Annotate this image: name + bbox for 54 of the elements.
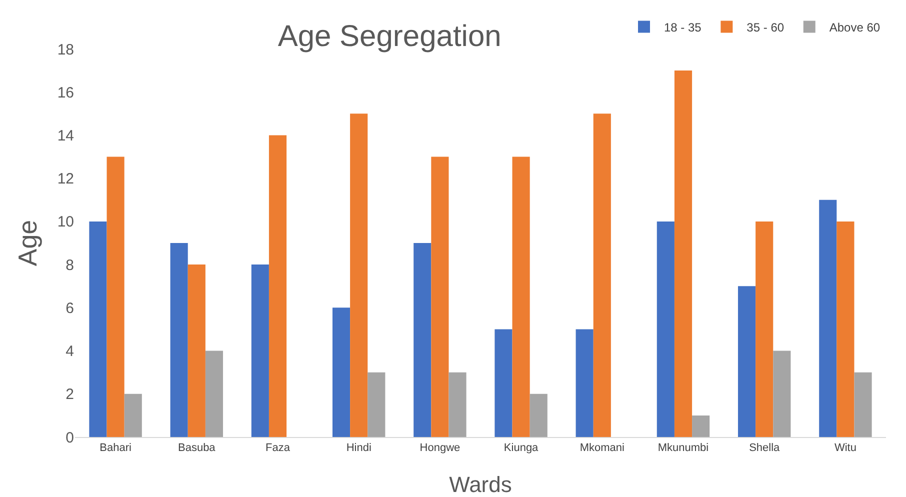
bar [332,308,350,437]
legend-label: 35 - 60 [746,20,784,34]
bar [593,114,611,437]
legend-label: 18 - 35 [664,20,702,34]
bar [448,372,466,437]
bar [819,200,837,437]
chart-title: Age Segregation [278,20,502,53]
bar [188,264,206,437]
bar [512,156,530,437]
x-tick-label: Faza [266,442,291,454]
x-tick-label: Hindi [346,442,372,454]
x-tick-label: Witu [834,442,856,454]
bar [170,243,188,437]
x-tick-label: Shella [749,442,781,454]
bar [431,156,449,437]
bar [414,243,432,437]
bar [836,221,854,437]
y-tick-label: 0 [66,429,74,446]
bar [656,221,674,437]
bar [205,350,224,437]
x-tick-label: Hongwe [420,442,460,454]
y-tick-label: 6 [66,300,74,317]
bar [692,415,710,437]
x-tick-label: Mkunumbi [658,442,709,454]
y-tick-label: 10 [57,214,74,231]
bar [530,394,548,437]
bar [773,350,791,437]
x-tick-label: Bahari [100,442,132,454]
y-tick-label: 14 [57,127,74,144]
bar [368,372,386,437]
x-tick-label: Kiunga [504,442,540,454]
bar [674,70,692,437]
y-tick-label: 16 [57,84,74,102]
x-tick-label: Mkomani [580,442,624,454]
y-tick-label: 2 [66,386,74,404]
y-tick-label: 4 [66,343,74,360]
x-tick-label: Basuba [178,442,216,454]
bar [106,156,124,437]
bar [89,221,107,437]
y-axis-title: Age [12,220,43,266]
bar [756,221,774,437]
y-tick-label: 18 [57,41,74,58]
bar [738,286,756,437]
bar [494,329,512,437]
bar [268,135,287,437]
x-axis-title: Wards [449,472,512,497]
bar [576,329,594,437]
y-tick-label: 8 [66,256,74,274]
bar [854,372,872,437]
bar [251,264,269,437]
legend-label: Above 60 [829,20,880,34]
y-tick-label: 12 [57,170,74,188]
bar [124,394,142,437]
bar [350,114,368,437]
